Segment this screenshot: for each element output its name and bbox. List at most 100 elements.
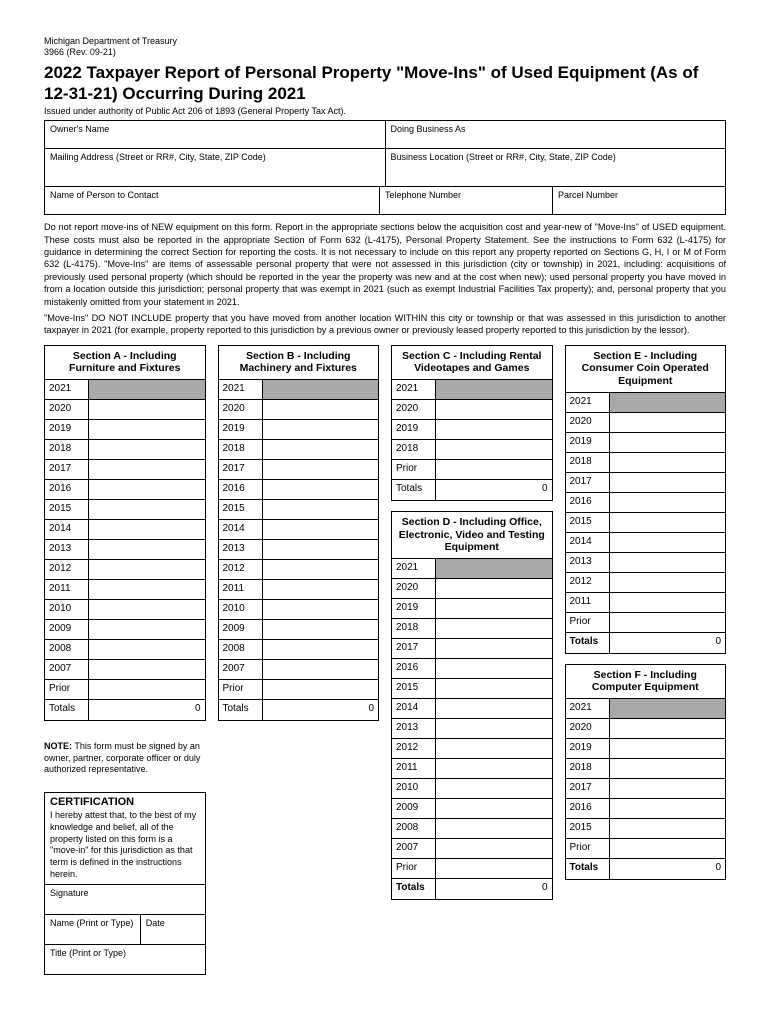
value-cell[interactable] [89, 440, 205, 459]
mailing-address-field[interactable]: Mailing Address (Street or RR#, City, St… [45, 149, 386, 186]
value-cell[interactable] [89, 580, 205, 599]
value-cell[interactable] [610, 759, 726, 778]
title-print-field[interactable]: Title (Print or Type) [45, 945, 205, 974]
year-cell: 2011 [219, 580, 263, 599]
value-cell[interactable] [263, 560, 379, 579]
dba-field[interactable]: Doing Business As [386, 121, 726, 148]
value-cell[interactable] [89, 600, 205, 619]
value-cell[interactable] [610, 413, 726, 432]
signature-field[interactable]: Signature [45, 885, 205, 915]
value-cell[interactable] [610, 433, 726, 452]
value-cell[interactable] [436, 839, 552, 858]
value-cell[interactable] [89, 400, 205, 419]
value-cell[interactable] [263, 380, 379, 399]
date-field[interactable]: Date [141, 915, 205, 945]
contact-name-field[interactable]: Name of Person to Contact [45, 187, 380, 214]
year-cell: 2009 [45, 620, 89, 639]
value-cell[interactable] [89, 540, 205, 559]
value-cell[interactable] [610, 533, 726, 552]
value-cell[interactable] [610, 779, 726, 798]
value-cell[interactable] [610, 553, 726, 572]
value-cell[interactable] [89, 480, 205, 499]
value-cell[interactable] [436, 719, 552, 738]
value-cell[interactable] [436, 460, 552, 479]
business-location-field[interactable]: Business Location (Street or RR#, City, … [386, 149, 726, 186]
value-cell[interactable] [436, 819, 552, 838]
prior-cell: Prior [392, 460, 436, 479]
value-cell[interactable] [263, 480, 379, 499]
value-cell[interactable] [610, 799, 726, 818]
value-cell[interactable] [436, 420, 552, 439]
value-cell[interactable] [610, 453, 726, 472]
value-cell[interactable] [436, 679, 552, 698]
value-cell[interactable] [263, 400, 379, 419]
owner-name-field[interactable]: Owner's Name [45, 121, 386, 148]
value-cell[interactable] [610, 593, 726, 612]
value-cell[interactable] [610, 473, 726, 492]
year-cell: 2016 [45, 480, 89, 499]
value-cell[interactable] [436, 639, 552, 658]
year-cell: 2012 [219, 560, 263, 579]
value-cell[interactable] [89, 680, 205, 699]
value-cell[interactable] [263, 500, 379, 519]
value-cell[interactable] [263, 520, 379, 539]
year-cell: 2013 [392, 719, 436, 738]
value-cell[interactable] [436, 799, 552, 818]
value-cell[interactable] [263, 640, 379, 659]
value-cell[interactable] [610, 493, 726, 512]
value-cell[interactable] [610, 573, 726, 592]
value-cell[interactable] [436, 659, 552, 678]
value-cell[interactable] [89, 420, 205, 439]
value-cell[interactable] [610, 613, 726, 632]
year-cell: 2015 [45, 500, 89, 519]
value-cell[interactable] [436, 579, 552, 598]
value-cell[interactable] [263, 680, 379, 699]
section-a-title: Section A - Including Furniture and Fixt… [45, 346, 205, 380]
value-cell[interactable] [89, 640, 205, 659]
value-cell[interactable] [610, 739, 726, 758]
value-cell[interactable] [436, 380, 552, 399]
value-cell[interactable] [436, 739, 552, 758]
value-cell[interactable] [263, 620, 379, 639]
value-cell[interactable] [610, 819, 726, 838]
value-cell[interactable] [89, 560, 205, 579]
value-cell[interactable] [436, 400, 552, 419]
value-cell[interactable] [436, 779, 552, 798]
year-cell: 2018 [566, 759, 610, 778]
year-cell: 2017 [566, 779, 610, 798]
year-cell: 2020 [566, 719, 610, 738]
value-cell[interactable] [436, 859, 552, 878]
value-cell[interactable] [610, 719, 726, 738]
telephone-field[interactable]: Telephone Number [380, 187, 553, 214]
value-cell[interactable] [263, 420, 379, 439]
value-cell[interactable] [610, 513, 726, 532]
value-cell[interactable] [89, 660, 205, 679]
value-cell[interactable] [436, 619, 552, 638]
value-cell[interactable] [89, 620, 205, 639]
value-cell[interactable] [436, 559, 552, 578]
value-cell[interactable] [610, 699, 726, 718]
value-cell[interactable] [436, 440, 552, 459]
parcel-number-field[interactable]: Parcel Number [553, 187, 725, 214]
year-cell: 2015 [566, 819, 610, 838]
value-cell[interactable] [263, 440, 379, 459]
year-cell: 2011 [45, 580, 89, 599]
signature-note: NOTE: This form must be signed by an own… [44, 741, 206, 776]
value-cell[interactable] [610, 839, 726, 858]
value-cell[interactable] [610, 393, 726, 412]
value-cell[interactable] [263, 460, 379, 479]
value-cell[interactable] [89, 520, 205, 539]
value-cell[interactable] [263, 600, 379, 619]
value-cell[interactable] [263, 660, 379, 679]
name-print-field[interactable]: Name (Print or Type) [45, 915, 141, 945]
value-cell[interactable] [89, 500, 205, 519]
value-cell[interactable] [263, 580, 379, 599]
value-cell[interactable] [436, 599, 552, 618]
value-cell[interactable] [89, 380, 205, 399]
totals-value: 0 [263, 700, 379, 720]
value-cell[interactable] [436, 699, 552, 718]
value-cell[interactable] [89, 460, 205, 479]
value-cell[interactable] [263, 540, 379, 559]
section-f-title: Section F - Including Computer Equipment [566, 665, 726, 699]
value-cell[interactable] [436, 759, 552, 778]
